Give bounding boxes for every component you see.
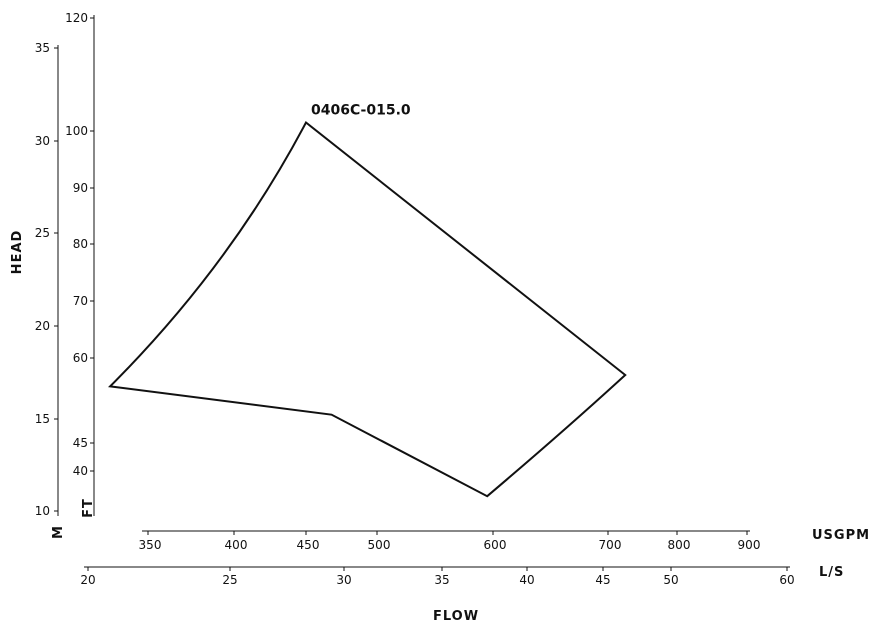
x-axis-title: FLOW <box>433 609 479 624</box>
y-ft-tick-label-45: 45 <box>73 436 88 450</box>
curve-label: 0406C-015.0 <box>311 103 411 119</box>
y-unit-meters-label: M <box>51 525 66 539</box>
x-ls-tick-label-60: 60 <box>779 573 794 587</box>
x-gpm-tick-label-900: 900 <box>738 538 761 552</box>
y-ft-tick-label-120: 120 <box>65 11 88 25</box>
x-gpm-tick-label-450: 450 <box>297 538 320 552</box>
y-m-tick-label-15: 15 <box>35 412 50 426</box>
x-gpm-tick-label-400: 400 <box>225 538 248 552</box>
y-unit-feet-label: FT <box>81 498 96 518</box>
y-m-tick-label-25: 25 <box>35 226 50 240</box>
y-m-tick-label-10: 10 <box>35 504 50 518</box>
x-ls-tick-label-20: 20 <box>80 573 95 587</box>
pump-operating-envelope <box>108 120 627 498</box>
x-gpm-tick-label-800: 800 <box>668 538 691 552</box>
x-ls-tick-label-50: 50 <box>663 573 678 587</box>
x-gpm-tick-label-700: 700 <box>599 538 622 552</box>
y-ft-tick-label-70: 70 <box>73 294 88 308</box>
x-gpm-tick-label-350: 350 <box>139 538 162 552</box>
x-unit-usgpm-label: USGPM <box>812 528 870 543</box>
labels-group: HEAD FLOW M FT USGPM L/S <box>10 230 870 624</box>
y-m-tick-label-30: 30 <box>35 134 50 148</box>
x-ls-tick-label-35: 35 <box>434 573 449 587</box>
ticks-group: 10 15 20 25 30 35 40 45 60 70 80 90 100 120 350 400 450 5… <box>35 11 795 587</box>
data-group: 0406C-015.0 <box>108 103 627 498</box>
y-ft-tick-label-90: 90 <box>73 181 88 195</box>
x-ls-tick-label-25: 25 <box>222 573 237 587</box>
y-ft-tick-label-40: 40 <box>73 464 88 478</box>
x-unit-liters-per-second-label: L/S <box>819 565 844 580</box>
x-ls-tick-label-45: 45 <box>595 573 610 587</box>
x-ls-tick-label-40: 40 <box>519 573 534 587</box>
y-ft-tick-label-60: 60 <box>73 351 88 365</box>
x-gpm-tick-label-500: 500 <box>368 538 391 552</box>
x-ls-tick-label-30: 30 <box>336 573 351 587</box>
y-ft-tick-label-100: 100 <box>65 124 88 138</box>
x-gpm-tick-label-600: 600 <box>484 538 507 552</box>
y-ft-tick-label-80: 80 <box>73 237 88 251</box>
y-m-tick-label-20: 20 <box>35 319 50 333</box>
axes-group <box>57 15 790 568</box>
y-m-tick-label-35: 35 <box>35 41 50 55</box>
y-axis-title: HEAD <box>10 230 25 275</box>
